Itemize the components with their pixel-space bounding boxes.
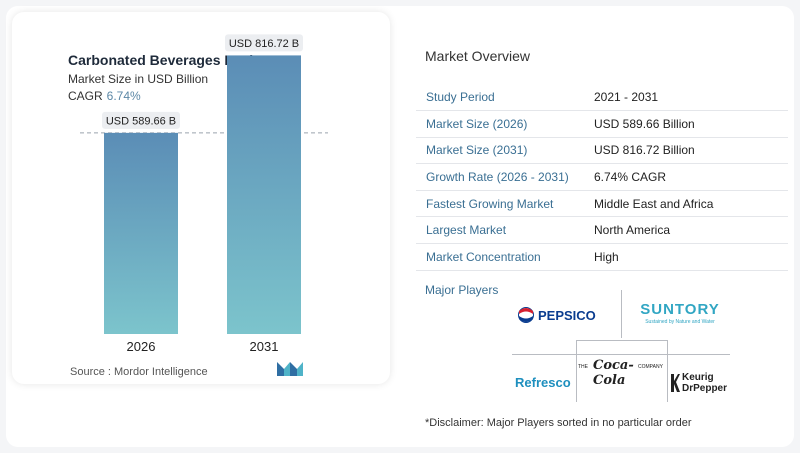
keurig-label: Keurig <box>682 372 714 383</box>
refresco-label: Refresco <box>515 375 571 390</box>
value-label: USD 589.66 B <box>106 115 176 127</box>
source-note: Source : Mordor Intelligence <box>70 366 208 378</box>
value-label-bg <box>102 111 180 129</box>
keurig-k-icon <box>671 374 680 392</box>
overview-row-value: Middle East and Africa <box>584 190 788 218</box>
overview-row: Growth Rate (2026 - 2031) 6.74% CAGR <box>416 163 788 191</box>
overview-row-value: North America <box>584 216 788 245</box>
overview-row-label: Market Concentration <box>416 243 584 271</box>
cagr-value: 6.74% <box>106 89 141 103</box>
coke-company: COMPANY <box>638 364 663 370</box>
overview-row-label: Fastest Growing Market <box>416 190 584 218</box>
overview-row-label: Market Size (2026) <box>416 110 584 138</box>
coke-the: THE <box>578 364 588 370</box>
cagr-line: CAGR 6.74% <box>68 89 141 103</box>
overview-row-label: Study Period <box>416 84 584 112</box>
chart-title: Carbonated Beverages Market <box>68 52 270 68</box>
overview-row-value: 2021 - 2031 <box>584 84 788 112</box>
suntory-tagline: Sustained by Nature and Water <box>645 319 715 325</box>
value-label-bg <box>225 34 303 52</box>
overview-row: Largest Market North America <box>416 216 788 245</box>
overview-row-label: Market Size (2031) <box>416 137 584 165</box>
overview-row: Market Size (2031) USD 816.72 Billion <box>416 137 788 165</box>
chart-subtitle: Market Size in USD Billion <box>68 72 209 86</box>
overview-table: Study Period 2021 - 2031 Market Size (2026… <box>416 84 788 271</box>
value-label: USD 816.72 B <box>229 38 299 50</box>
overview-row-label: Largest Market <box>416 216 584 245</box>
chart-card <box>12 12 390 384</box>
drpepper-label: DrPepper <box>682 383 728 394</box>
overview-title: Market Overview <box>425 48 531 64</box>
suntory-logo: SUNTORY Sustained by Nature and Water <box>640 301 720 325</box>
x-tick-label: 2026 <box>127 339 156 354</box>
mordor-intelligence-logo <box>277 362 303 376</box>
suntory-label: SUNTORY <box>640 301 720 318</box>
overview-row-value: High <box>584 243 788 271</box>
overview-row-value: USD 589.66 Billion <box>584 110 788 138</box>
bar-2026 <box>104 132 178 334</box>
pepsico-label: PEPSICO <box>538 308 596 323</box>
overview-row: Fastest Growing Market Middle East and Af… <box>416 190 788 218</box>
pepsi-globe-icon <box>518 307 534 323</box>
x-tick-label: 2031 <box>250 339 279 354</box>
major-players-title: Major Players <box>425 283 499 297</box>
overview-row: Market Size (2026) USD 589.66 Billion <box>416 110 788 138</box>
bar-chart: USD 589.66 B 2026 USD 816.72 B 2031 <box>80 34 328 354</box>
refresco-logo: Refresco <box>515 375 571 390</box>
coca-cola-logo: THE Coca-Cola COMPANY <box>578 358 666 388</box>
overview-row: Market Concentration High <box>416 243 788 271</box>
coke-script: Coca-Cola <box>593 358 634 388</box>
disclaimer: *Disclaimer: Major Players sorted in no … <box>425 417 692 429</box>
overview-row-value: 6.74% CAGR <box>584 163 788 191</box>
cagr-label: CAGR <box>68 89 103 103</box>
overview-row: Study Period 2021 - 2031 <box>416 84 788 112</box>
overview-row-value: USD 816.72 Billion <box>584 137 788 165</box>
overview-row-label: Growth Rate (2026 - 2031) <box>416 163 584 191</box>
bar-2031 <box>227 55 301 334</box>
